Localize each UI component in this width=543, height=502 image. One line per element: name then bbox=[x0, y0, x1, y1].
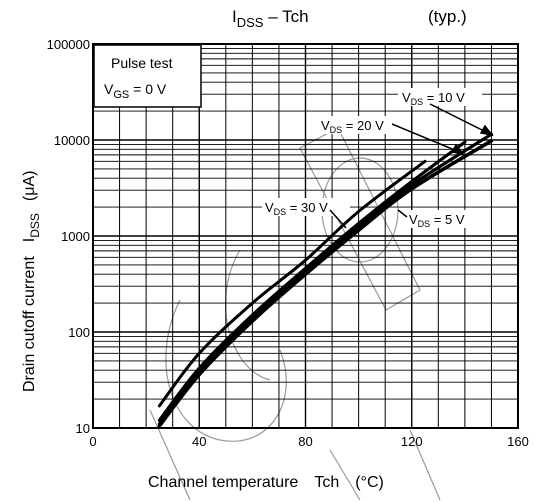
y-tick-label: 10000 bbox=[54, 133, 90, 148]
x-tick-labels: 0 40 80 120 160 bbox=[89, 434, 528, 449]
svg-text:VDS = 20 V: VDS = 20 V bbox=[321, 118, 384, 135]
chart-grid bbox=[93, 44, 518, 428]
arrow-5v bbox=[397, 209, 408, 218]
arrowhead-20v bbox=[450, 143, 465, 156]
x-axis-label: Channel temperature Tch (°C) bbox=[148, 474, 384, 491]
y-tick-labels: 10 100 1000 10000 100000 bbox=[47, 37, 90, 436]
svg-text:VDS = 30 V: VDS = 30 V bbox=[265, 200, 328, 217]
x-tick-label: 80 bbox=[298, 434, 312, 449]
conditions-box: Pulse test VGS = 0 V bbox=[93, 44, 202, 108]
conditions-line1: Pulse test bbox=[111, 55, 173, 71]
arrow-30v bbox=[329, 209, 347, 229]
chart-series bbox=[157, 132, 494, 428]
x-tick-label: 120 bbox=[401, 434, 423, 449]
series-line bbox=[157, 140, 467, 422]
arrow-10v bbox=[429, 103, 487, 133]
y-axis-label: Drain cutoff currentIDSS(μA) bbox=[21, 171, 42, 392]
y-tick-label: 100000 bbox=[47, 37, 90, 52]
label-arrows bbox=[329, 103, 494, 229]
chart-title-note: (typ.) bbox=[428, 7, 467, 26]
series-label-5v: VDS = 5 V bbox=[405, 210, 485, 229]
plot-frame bbox=[92, 43, 519, 429]
series-labels: VDS = 30 V VDS = 20 V VDS = 10 V VDS = 5… bbox=[262, 88, 494, 229]
series-line bbox=[157, 132, 493, 426]
y-tick-label: 1000 bbox=[61, 229, 90, 244]
x-tick-label: 0 bbox=[89, 434, 96, 449]
arrowhead-10v bbox=[479, 124, 494, 137]
svg-text:VDS = 5 V: VDS = 5 V bbox=[409, 212, 465, 229]
y-tick-label: 10 bbox=[76, 421, 90, 436]
series-label-10v: VDS = 10 V bbox=[398, 88, 482, 107]
chart-title: IDSS – Tch bbox=[232, 7, 309, 30]
svg-text:VDS = 10 V: VDS = 10 V bbox=[402, 90, 465, 107]
x-tick-label: 160 bbox=[507, 434, 529, 449]
x-tick-label: 40 bbox=[192, 434, 206, 449]
y-tick-label: 100 bbox=[68, 325, 90, 340]
arrow-20v bbox=[391, 123, 458, 152]
series-label-20v: VDS = 20 V bbox=[318, 116, 402, 135]
series-line bbox=[157, 139, 494, 428]
conditions-line2: VGS = 0 V bbox=[104, 81, 167, 101]
series-line bbox=[157, 159, 427, 408]
series-label-30v: VDS = 30 V bbox=[262, 198, 350, 217]
